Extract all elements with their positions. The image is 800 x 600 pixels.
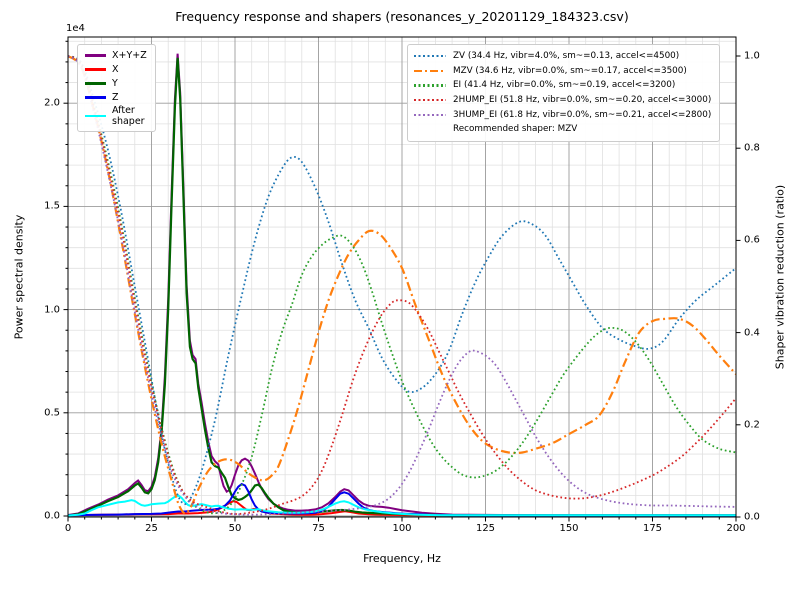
legend-psd-label: Z	[112, 92, 119, 103]
x-tick-label: 100	[392, 523, 412, 534]
y-right-tick-label: 1.0	[744, 50, 760, 62]
y-right-tick-label: 0.0	[744, 511, 760, 523]
legend-shaper-item: ZV (34.4 Hz, vibr=4.0%, sm~=0.13, accel<…	[414, 49, 711, 64]
x-tick-label: 0	[64, 523, 72, 534]
legend-psd-label: X+Y+Z	[112, 50, 147, 61]
legend-shaper-label: 3HUMP_EI (61.8 Hz, vibr=0.0%, sm~=0.21, …	[453, 109, 712, 120]
y-right-axis-label: Shaper vibration reduction (ratio)	[773, 184, 787, 370]
legend-psd-label: X	[112, 64, 119, 75]
curve-y	[68, 57, 736, 517]
x-tick-label: 25	[145, 523, 158, 534]
legend-psd-item: Y	[85, 77, 147, 90]
y-right-tick-label: 0.2	[744, 419, 760, 431]
y-right-tick-label: 0.8	[744, 142, 760, 154]
legend-psd-item: X+Y+Z	[85, 49, 147, 62]
y-right-tick-label: 0.4	[744, 327, 760, 339]
legend-line-sample	[85, 54, 106, 57]
y-left-tick-label: 0.0	[44, 510, 60, 522]
legend-psd-item: Z	[85, 91, 147, 104]
y-left-tick-label: 1.5	[44, 200, 60, 212]
y-left-tick-label: 0.5	[44, 407, 60, 419]
legend-shaper-item: MZV (34.6 Hz, vibr=0.0%, sm~=0.17, accel…	[414, 64, 711, 79]
legend-shaper-item: 3HUMP_EI (61.8 Hz, vibr=0.0%, sm~=0.21, …	[414, 107, 711, 122]
legend-psd-label: After shaper	[112, 105, 145, 127]
legend-shaper-label: 2HUMP_EI (51.8 Hz, vibr=0.0%, sm~=0.20, …	[453, 95, 712, 106]
legend-shaper-item: 2HUMP_EI (51.8 Hz, vibr=0.0%, sm~=0.20, …	[414, 93, 711, 108]
x-tick-label: 175	[642, 523, 663, 534]
x-tick-label: 50	[228, 523, 242, 534]
legend-line-sample	[414, 69, 446, 72]
legend-psd: X+Y+Z X Y Z After shaper	[77, 44, 156, 132]
x-tick-label: 125	[475, 523, 496, 534]
legend-line-sample	[414, 84, 446, 87]
curves-layer	[68, 53, 736, 517]
legend-line-sample	[85, 96, 106, 99]
legend-shaper-label: MZV (34.6 Hz, vibr=0.0%, sm~=0.17, accel…	[453, 65, 687, 76]
y-right-tick-label: 0.6	[744, 234, 760, 246]
legend-shaper-label: EI (41.4 Hz, vibr=0.0%, sm~=0.19, accel<…	[453, 80, 676, 91]
axis-ticks	[63, 40, 741, 522]
curve-zv	[68, 55, 736, 506]
legend-line-sample	[414, 55, 446, 58]
legend-line-sample	[414, 113, 446, 116]
x-tick-label: 200	[726, 523, 746, 534]
legend-psd-label: Y	[112, 78, 118, 89]
legend-shaper-label: ZV (34.4 Hz, vibr=4.0%, sm~=0.13, accel<…	[453, 51, 680, 62]
legend-recommended-shaper: Recommended shaper: MZV	[453, 124, 578, 135]
legend-line-sample	[414, 98, 446, 102]
y-left-tick-label: 2.0	[44, 97, 60, 109]
x-tick-label: 75	[312, 523, 325, 534]
legend-line-sample	[85, 82, 106, 85]
x-tick-label: 150	[559, 523, 579, 534]
y-left-tick-label: 1.0	[44, 304, 60, 316]
legend-psd-item: After shaper	[85, 105, 147, 127]
curve-2hump-ei	[68, 55, 736, 515]
legend-psd-item: X	[85, 63, 147, 76]
y-left-axis-label: Power spectral density	[12, 214, 26, 340]
legend-line-sample	[85, 114, 106, 118]
curve-3hump-ei	[68, 55, 736, 516]
y-left-offset-label: 1e4	[66, 23, 85, 34]
legend-shapers: ZV (34.4 Hz, vibr=4.0%, sm~=0.13, accel<…	[407, 44, 721, 142]
x-axis-label: Frequency, Hz	[363, 552, 441, 565]
legend-shaper-item: EI (41.4 Hz, vibr=0.0%, sm~=0.19, accel<…	[414, 78, 711, 93]
chart-title: Frequency response and shapers (resonanc…	[175, 9, 629, 24]
legend-line-sample	[85, 68, 106, 71]
curve-after-shaper	[68, 494, 736, 517]
